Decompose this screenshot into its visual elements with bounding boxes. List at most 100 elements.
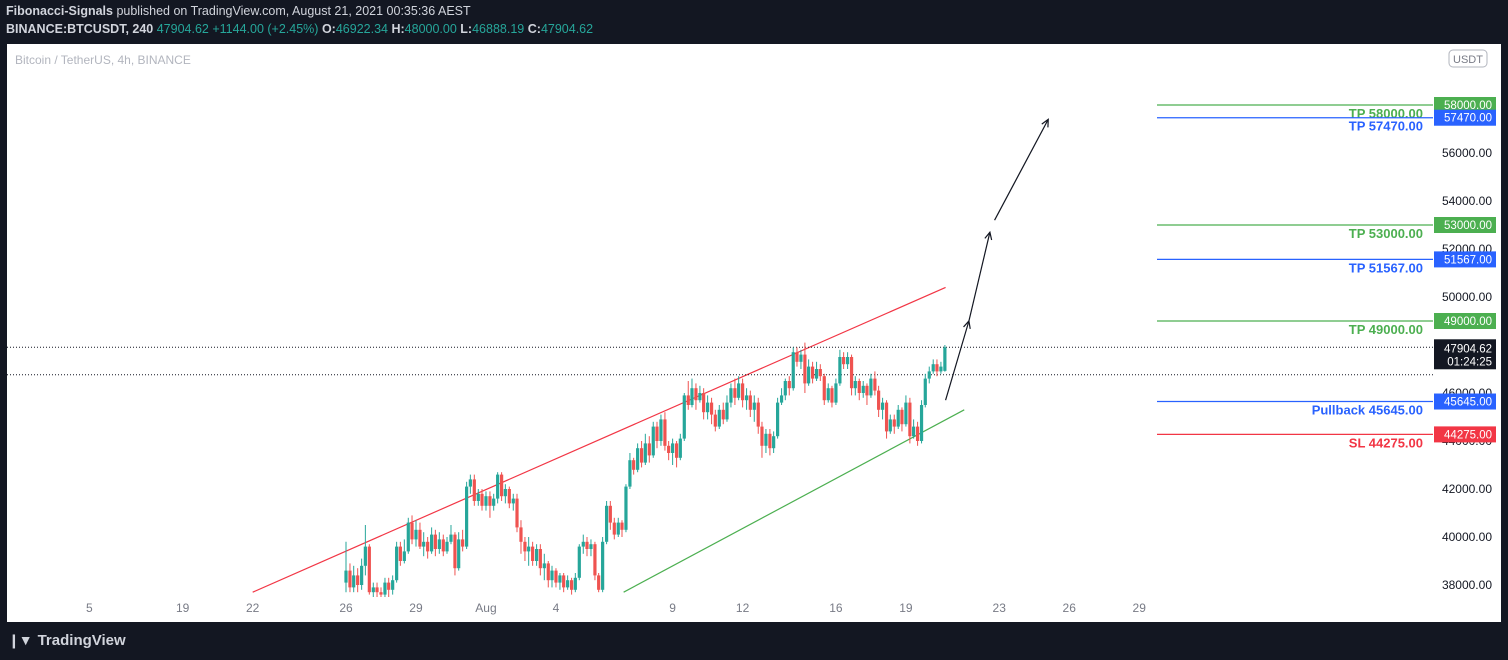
candle — [931, 359, 935, 374]
currency-badge-box — [1448, 49, 1488, 68]
candle-body — [787, 381, 791, 389]
candle — [713, 409, 717, 432]
candle — [375, 582, 379, 597]
candle — [741, 378, 745, 408]
change-value: +1144.00 (+2.45%) — [212, 22, 319, 36]
candle-body — [632, 460, 636, 470]
x-tick-label: 29 — [1133, 601, 1147, 615]
close-label: C: — [527, 22, 541, 36]
candle-body — [484, 496, 488, 506]
candle-body — [706, 402, 710, 413]
candle-body — [698, 393, 702, 401]
candle — [546, 561, 550, 588]
candle — [476, 489, 480, 506]
candle — [570, 577, 574, 595]
y-tick-label: 54000.00 — [1442, 194, 1492, 208]
candle-body — [717, 409, 721, 427]
chart-panel[interactable]: Bitcoin / TetherUS, 4h, BINANCE USDT 580… — [7, 44, 1501, 622]
candle-body — [363, 546, 367, 566]
level-label: SL 44275.00 — [1349, 435, 1423, 450]
candle-body — [601, 541, 605, 590]
candle — [799, 349, 803, 369]
candle-body — [853, 381, 857, 389]
candle — [764, 429, 768, 453]
price-tag-box — [1434, 251, 1496, 268]
candle-body — [779, 395, 784, 403]
candle — [888, 414, 892, 434]
candle-body — [764, 433, 768, 446]
candle — [480, 489, 484, 511]
arrow-shaft — [994, 119, 1049, 221]
x-tick-label: 12 — [736, 601, 750, 615]
candle-body — [550, 570, 554, 581]
candle-body — [581, 541, 585, 547]
candle — [787, 376, 791, 396]
level-label: TP 57470.00 — [1349, 119, 1423, 134]
candle — [842, 352, 846, 369]
candle — [768, 429, 772, 456]
candle-body — [791, 352, 795, 389]
currency-badge[interactable]: USDT — [1448, 49, 1488, 68]
brand-footer[interactable]: ❙▼ TradingView — [8, 632, 126, 649]
candle-body — [371, 587, 375, 593]
candle-body — [756, 402, 760, 427]
candle-body — [892, 419, 896, 427]
candle-body — [659, 419, 663, 441]
x-tick-label: 19 — [899, 601, 913, 615]
candle-body — [807, 366, 811, 384]
candle-body — [702, 393, 706, 413]
candle — [453, 532, 457, 576]
candle — [371, 582, 375, 597]
candle-body — [923, 378, 927, 405]
candle — [484, 491, 488, 511]
candle — [807, 359, 811, 386]
candle — [783, 378, 787, 401]
candle — [363, 525, 367, 576]
candle — [379, 587, 383, 597]
candle-body — [896, 409, 900, 427]
candle-body — [671, 443, 675, 453]
candle — [690, 378, 694, 408]
candle-body — [562, 575, 566, 588]
candle — [418, 522, 422, 549]
candle — [465, 481, 469, 549]
candle-body — [919, 405, 924, 441]
candle-body — [667, 445, 671, 453]
low-value: 46888.19 — [472, 22, 525, 36]
candle — [449, 525, 453, 545]
candle — [702, 388, 706, 420]
candle-body — [647, 443, 651, 456]
candle — [391, 575, 395, 595]
candle-body — [430, 534, 434, 552]
candle — [678, 433, 682, 461]
price-tag-text: 57470.00 — [1444, 113, 1492, 125]
candle-body — [402, 551, 406, 561]
candle — [426, 537, 430, 559]
x-tick-label: 16 — [829, 601, 843, 615]
candle — [558, 573, 562, 590]
candle — [531, 541, 535, 566]
candle — [519, 520, 523, 554]
candle-body — [663, 419, 667, 446]
candle-body — [546, 563, 550, 581]
candle-body — [410, 522, 414, 540]
candle-body — [356, 575, 360, 585]
candle — [647, 436, 651, 463]
candle-body — [507, 489, 511, 504]
x-tick-label: 26 — [1063, 601, 1077, 615]
candle — [344, 541, 348, 593]
candle — [791, 347, 795, 391]
price-chart[interactable]: Bitcoin / TetherUS, 4h, BINANCE USDT 580… — [7, 44, 1501, 622]
candle-body — [519, 527, 523, 542]
candle — [912, 419, 916, 439]
candle-body — [542, 563, 546, 569]
candle — [752, 395, 756, 422]
candle-body — [834, 383, 838, 403]
candle-body — [445, 541, 449, 552]
author-name[interactable]: Fibonacci-Signals — [6, 4, 113, 18]
candle-body — [433, 534, 437, 549]
candle-body — [476, 493, 480, 501]
candle — [492, 493, 496, 511]
x-tick-label: Aug — [475, 601, 496, 615]
